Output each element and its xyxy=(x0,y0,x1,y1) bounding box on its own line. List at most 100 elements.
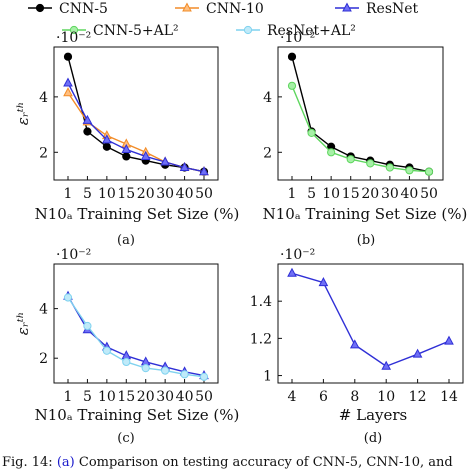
x-tick-label: 30 xyxy=(156,186,174,202)
series-cnn-5-al- xyxy=(287,81,434,176)
legend-marker-1 xyxy=(182,2,192,12)
legend-marker-4 xyxy=(243,25,253,35)
legend-item: CNN-5 xyxy=(28,1,108,17)
data-point xyxy=(287,52,297,61)
y-tick-label: 1 xyxy=(263,369,272,385)
x-tick-label: 6 xyxy=(319,389,328,405)
data-point xyxy=(122,152,131,161)
x-tick-label: 15 xyxy=(117,186,135,202)
legend-label: ResNet+AL² xyxy=(267,23,356,39)
y-tick-label: 2 xyxy=(39,145,48,161)
series-line xyxy=(291,272,450,368)
data-point xyxy=(385,163,394,172)
data-point xyxy=(63,87,73,97)
data-point xyxy=(122,357,131,367)
data-point xyxy=(82,114,93,124)
x-tick-label: 20 xyxy=(137,389,155,405)
data-point xyxy=(199,166,209,176)
legend-label: CNN-10 xyxy=(206,1,264,17)
series-cnn-5 xyxy=(63,52,209,176)
series-line xyxy=(67,295,205,377)
legend-marker-0 xyxy=(35,3,45,13)
x-axis-label: N10ₐ Training Set Size (%) xyxy=(263,205,468,223)
legend-item: ResNet+AL² xyxy=(236,23,356,39)
data-point xyxy=(160,156,170,166)
legend-label: CNN-5 xyxy=(59,1,108,17)
x-tick-label: 10 xyxy=(98,389,116,405)
data-point xyxy=(63,52,73,61)
x-tick-label: 5 xyxy=(307,186,316,202)
legend-label: CNN-5+AL² xyxy=(93,23,179,39)
x-tick-label: 30 xyxy=(156,389,174,405)
y-tick-label: 4 xyxy=(263,90,272,106)
legend-marker-2 xyxy=(342,2,352,12)
data-point xyxy=(381,360,392,370)
data-point xyxy=(180,370,189,379)
legend-item: CNN-5+AL² xyxy=(62,23,179,39)
data-point xyxy=(412,348,423,358)
y-tick-label: 1.4 xyxy=(250,294,272,310)
series-resnet-al- xyxy=(63,293,209,381)
data-point xyxy=(141,364,150,373)
subfigure-label: (b) xyxy=(357,233,375,248)
data-point xyxy=(424,167,434,176)
x-tick-label: 12 xyxy=(409,389,427,405)
x-tick-label: 4 xyxy=(288,389,297,405)
data-point xyxy=(199,372,209,381)
y-tick-label: 4 xyxy=(39,90,48,106)
x-tick-label: 20 xyxy=(361,186,379,202)
legend-item: CNN-10 xyxy=(175,1,264,17)
panel-d: ·10⁻² 1 1.2 1.4 4 6 8 10 12 14 # Layers (d) xyxy=(250,247,464,446)
legend: CNN-5 CNN-10 ResNet CNN-5+AL² ResNet+AL² xyxy=(28,1,419,39)
data-point xyxy=(346,155,355,164)
legend-marker-3 xyxy=(69,25,79,35)
data-point xyxy=(63,293,73,302)
data-point xyxy=(83,127,92,136)
x-tick-label: 1 xyxy=(288,186,297,202)
data-point xyxy=(161,366,170,375)
x-tick-label: 15 xyxy=(117,389,135,405)
data-point xyxy=(140,150,151,160)
series-resnet xyxy=(63,77,209,176)
subfigure-label: (a) xyxy=(117,233,135,248)
x-tick-label: 14 xyxy=(440,389,458,405)
data-point xyxy=(349,339,360,349)
y-scale-label: ·10⁻² xyxy=(56,247,91,263)
data-point xyxy=(102,134,112,144)
caption-prefix: Fig. 14: xyxy=(2,455,57,470)
x-tick-label: 30 xyxy=(381,186,399,202)
data-point xyxy=(444,335,454,345)
data-point xyxy=(179,161,190,172)
figure-caption: Fig. 14: (a) Comparison on testing accur… xyxy=(2,455,472,472)
data-point xyxy=(327,148,336,157)
data-point xyxy=(287,267,297,277)
y-tick-label: 4 xyxy=(39,302,48,318)
caption-ref-link[interactable]: (a) xyxy=(56,455,75,470)
series-line xyxy=(291,56,430,173)
x-tick-label: 40 xyxy=(176,186,194,202)
plot-frame xyxy=(53,46,219,181)
x-tick-label: 5 xyxy=(83,186,92,202)
data-point xyxy=(102,346,111,355)
x-tick-label: 50 xyxy=(420,186,438,202)
x-tick-label: 10 xyxy=(98,186,116,202)
x-axis-label: N10ₐ Training Set Size (%) xyxy=(35,205,240,223)
data-point xyxy=(63,77,73,87)
x-tick-label: 50 xyxy=(195,186,213,202)
x-tick-label: 10 xyxy=(322,186,340,202)
data-point xyxy=(405,166,414,175)
y-axis-label: εᵣᵗʰ xyxy=(14,312,32,335)
series-line xyxy=(67,56,205,173)
x-axis-label: N10ₐ Training Set Size (%) xyxy=(35,406,240,424)
y-tick-label: 2 xyxy=(39,351,48,367)
x-tick-label: 15 xyxy=(342,186,360,202)
data-point xyxy=(121,143,132,154)
data-point xyxy=(366,159,375,168)
legend-item: ResNet xyxy=(335,1,419,17)
plot-frame xyxy=(277,263,464,384)
x-tick-label: 1 xyxy=(64,186,73,202)
x-tick-label: 1 xyxy=(64,389,73,405)
legend-label: ResNet xyxy=(366,1,419,17)
